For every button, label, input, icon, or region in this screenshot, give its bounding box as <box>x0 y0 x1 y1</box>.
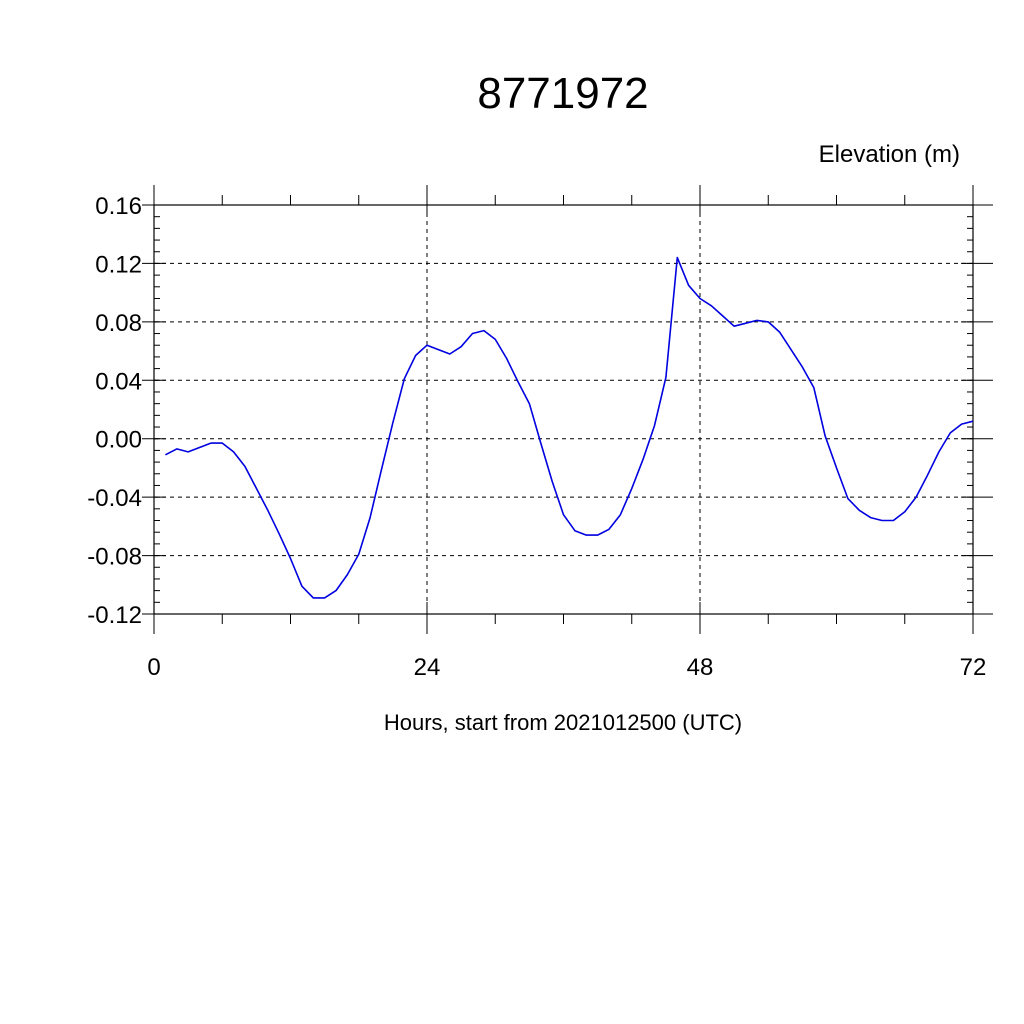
x-tick-label: 72 <box>960 654 987 681</box>
series-line <box>165 256 974 599</box>
y-tick-label: 0.12 <box>95 251 142 278</box>
units-label: Elevation (m) <box>819 141 960 168</box>
y-tick-labels: -0.12 -0.08 -0.04 0.00 0.04 0.08 0.12 0.16 <box>87 193 142 629</box>
axis-ticks <box>142 185 993 634</box>
x-tick-label: 0 <box>147 654 160 681</box>
y-tick-label: -0.08 <box>87 544 142 571</box>
x-tick-label: 24 <box>414 654 441 681</box>
y-tick-label: 0.08 <box>95 310 142 337</box>
plot-frame <box>153 204 974 615</box>
y-tick-label: -0.04 <box>87 485 142 512</box>
y-tick-label: 0.00 <box>95 427 142 454</box>
y-tick-label: -0.12 <box>87 602 142 629</box>
y-tick-label: 0.04 <box>95 368 142 395</box>
x-tick-labels: 0 24 48 72 <box>147 654 986 681</box>
x-tick-label: 48 <box>687 654 714 681</box>
x-axis-label: Hours, start from 2021012500 (UTC) <box>384 710 742 735</box>
chart-title: 8771972 <box>477 69 648 118</box>
grid-lines <box>153 204 974 615</box>
series-group <box>165 256 974 599</box>
y-tick-label: 0.16 <box>95 193 142 220</box>
